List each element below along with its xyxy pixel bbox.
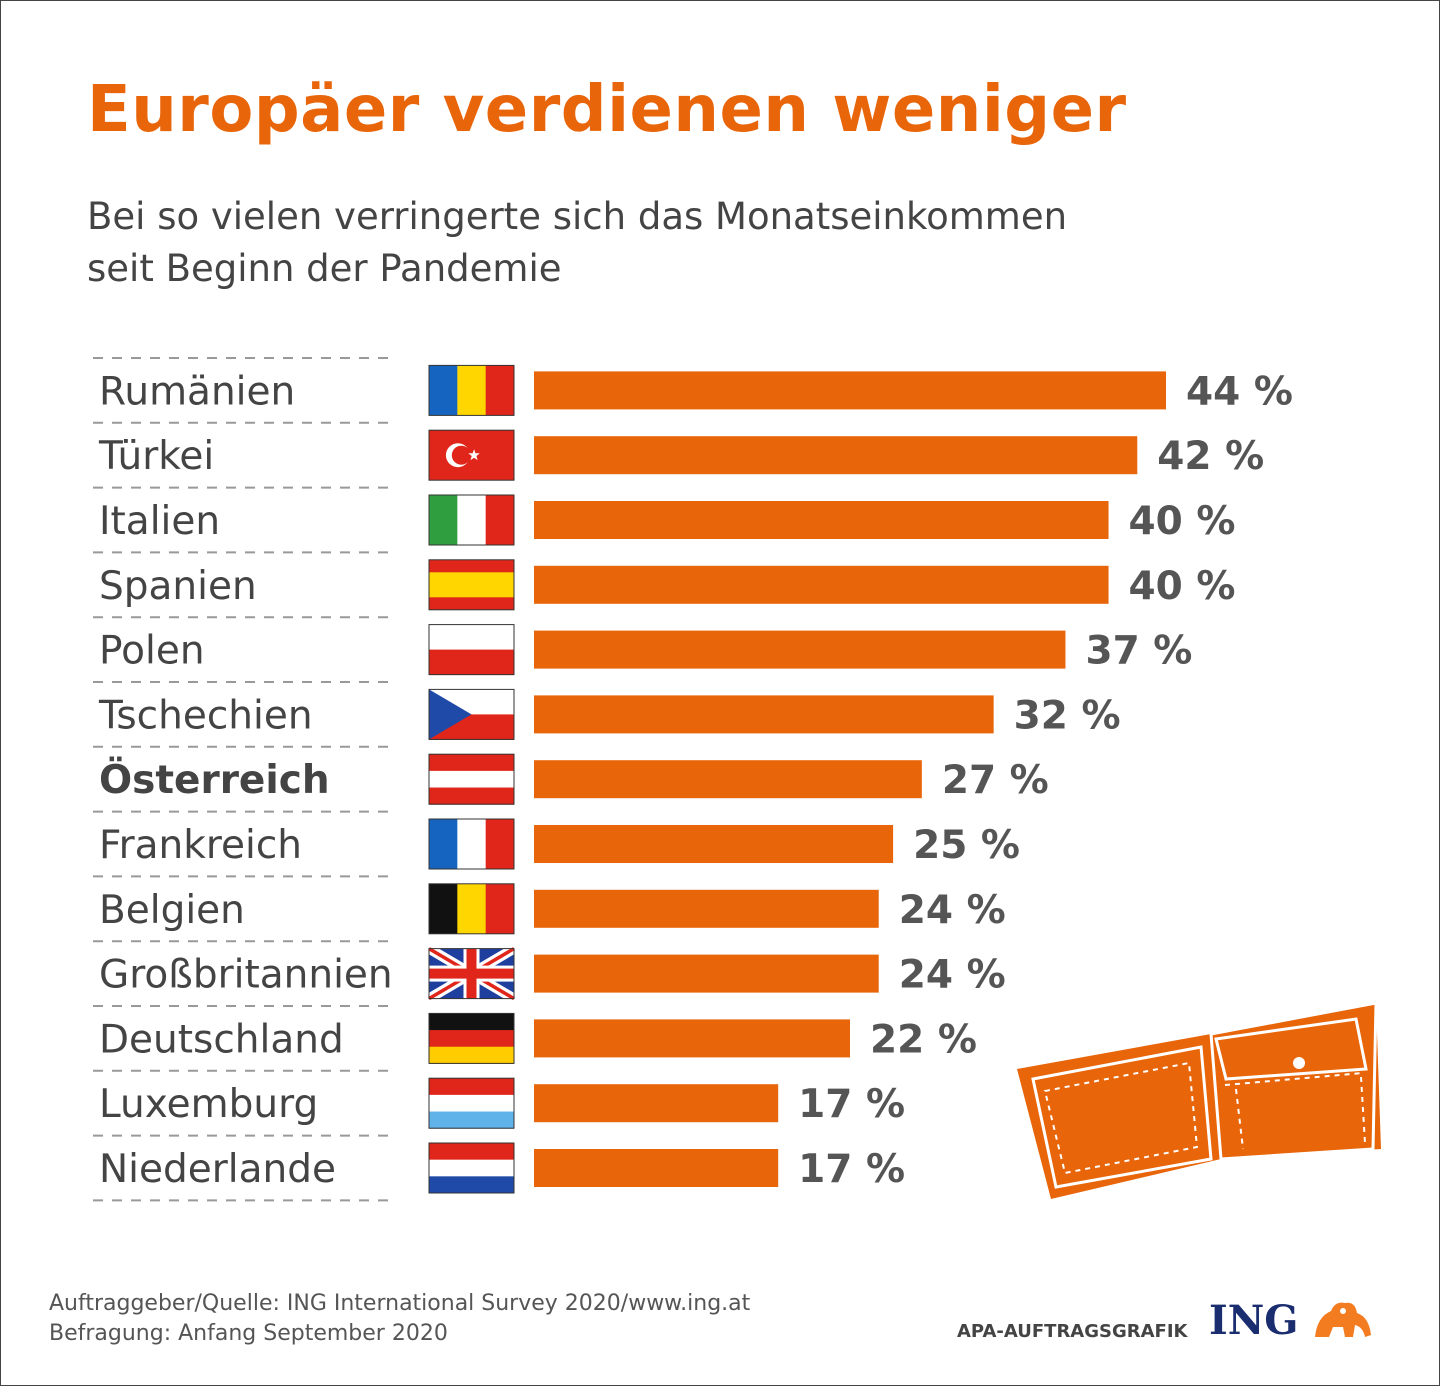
bar <box>534 1019 850 1058</box>
flag-spain-icon <box>428 559 515 611</box>
source-line-2: Befragung: Anfang September 2020 <box>49 1321 448 1346</box>
apa-credit: APA-AUFTRAGSGRAFIK <box>957 1321 1188 1342</box>
flag-turkey-icon <box>428 429 515 481</box>
value-label: 40 % <box>1129 564 1236 609</box>
flag-austria-icon <box>428 753 515 805</box>
ing-logo-text: ING <box>1209 1297 1299 1344</box>
category-label: Frankreich <box>99 823 302 868</box>
subtitle-line-1: Bei so vielen verringerte sich das Monat… <box>87 195 1068 238</box>
bar <box>534 1149 779 1187</box>
value-label: 24 % <box>899 953 1006 998</box>
ing-lion-icon <box>1315 1302 1371 1337</box>
value-label: 17 % <box>798 1082 905 1127</box>
flag-france-icon <box>428 818 515 870</box>
category-label: Belgien <box>99 888 245 933</box>
value-label: 40 % <box>1129 499 1236 544</box>
bar <box>534 954 879 993</box>
category-label: Rumänien <box>99 369 295 414</box>
category-label: Spanien <box>99 564 257 609</box>
flag-belgium-icon <box>428 883 515 935</box>
bar <box>534 889 879 928</box>
bar <box>534 630 1066 669</box>
source-line-1: Auftraggeber/Quelle: ING International S… <box>49 1291 751 1316</box>
source-note: Auftraggeber/Quelle: ING International S… <box>49 1289 750 1349</box>
flag-netherlands-icon <box>428 1142 515 1194</box>
category-label: Türkei <box>98 434 214 479</box>
bar <box>534 825 894 863</box>
flag-uk-icon <box>426 944 517 1003</box>
value-label: 44 % <box>1186 369 1293 414</box>
value-label: 22 % <box>870 1017 977 1062</box>
flag-czechia-icon <box>428 688 515 740</box>
flag-romania-icon <box>428 364 515 416</box>
category-label: Österreich <box>99 756 330 803</box>
bar <box>534 760 922 799</box>
value-label: 32 % <box>1014 693 1121 738</box>
page-subtitle: Bei so vielen verringerte sich das Monat… <box>87 191 1067 295</box>
category-label: Italien <box>99 499 220 544</box>
value-label: 25 % <box>913 823 1020 868</box>
category-label: Luxemburg <box>99 1082 318 1127</box>
page-title: Europäer verdienen weniger <box>87 73 1127 147</box>
flag-luxembourg-icon <box>428 1077 515 1129</box>
flag-germany-icon <box>428 1012 515 1064</box>
value-label: 27 % <box>942 758 1049 803</box>
wallet-icon <box>1017 1001 1381 1199</box>
flag-italy-icon <box>428 494 515 546</box>
bar <box>534 695 994 734</box>
bar <box>534 565 1109 604</box>
bar <box>534 1084 779 1123</box>
value-label: 17 % <box>798 1147 905 1192</box>
flag-poland-icon <box>428 624 515 676</box>
subtitle-line-2: seit Beginn der Pandemie <box>87 247 562 290</box>
category-label: Polen <box>99 629 205 674</box>
value-label: 42 % <box>1157 434 1264 479</box>
category-label: Niederlande <box>99 1147 336 1192</box>
value-label: 24 % <box>899 888 1006 933</box>
value-label: 37 % <box>1085 629 1192 674</box>
category-label: Tschechien <box>98 693 313 738</box>
bar <box>534 371 1166 410</box>
category-label: Großbritannien <box>99 953 393 998</box>
category-label: Deutschland <box>99 1017 344 1062</box>
bar <box>534 501 1109 539</box>
bar <box>534 436 1138 475</box>
